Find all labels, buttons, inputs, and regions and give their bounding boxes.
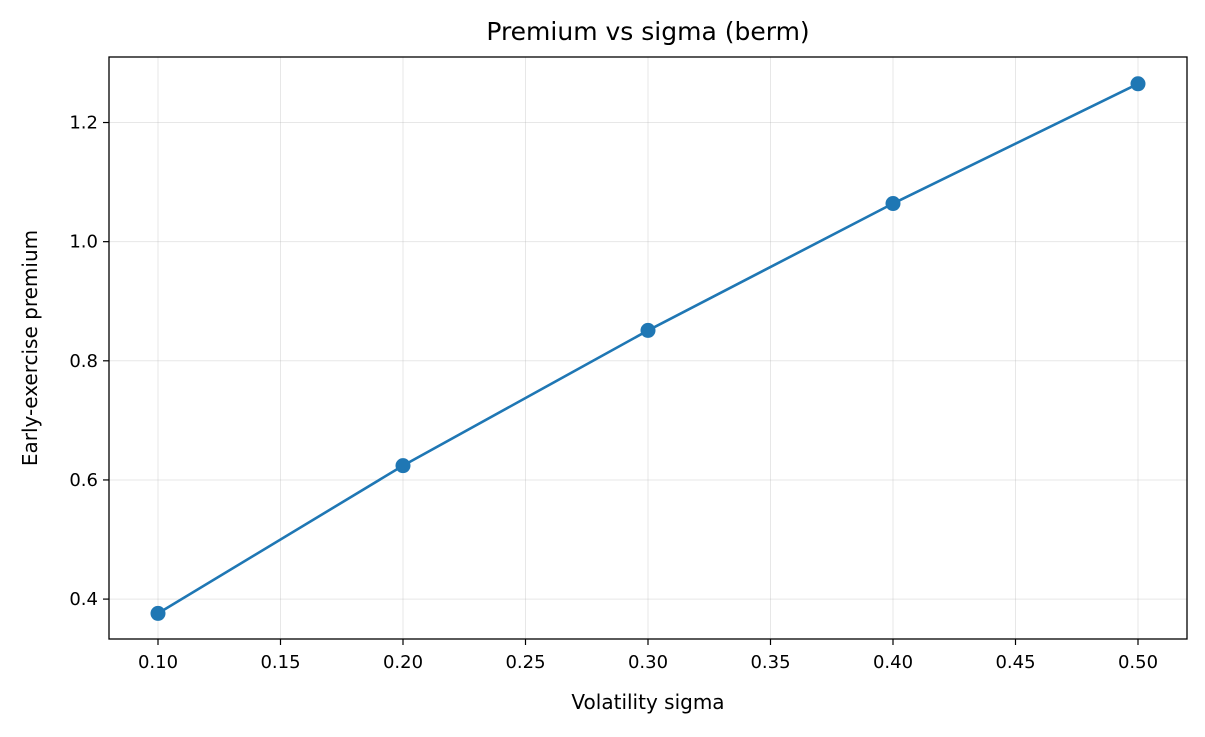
y-tick-label: 0.8 <box>69 351 98 372</box>
y-tick-label: 1.2 <box>69 113 98 134</box>
x-tick-label: 0.50 <box>1118 652 1158 673</box>
data-point <box>1130 76 1146 92</box>
y-tick-label: 1.0 <box>69 232 98 253</box>
y-axis-label: Early-exercise premium <box>18 230 42 466</box>
x-tick-label: 0.45 <box>995 652 1035 673</box>
data-point <box>150 605 166 621</box>
y-tick-label: 0.6 <box>69 470 98 491</box>
data-point <box>395 458 411 474</box>
x-tick-label: 0.25 <box>505 652 545 673</box>
x-tick-label: 0.10 <box>138 652 178 673</box>
x-tick-label: 0.20 <box>383 652 423 673</box>
x-tick-label: 0.40 <box>873 652 913 673</box>
chart-title: Premium vs sigma (berm) <box>486 17 809 46</box>
data-point <box>885 196 901 212</box>
y-tick-label: 0.4 <box>69 589 98 610</box>
series-layer <box>150 76 1146 621</box>
grid-lines <box>109 57 1187 639</box>
x-axis-label: Volatility sigma <box>571 690 724 714</box>
x-tick-label: 0.35 <box>750 652 790 673</box>
x-tick-label: 0.30 <box>628 652 668 673</box>
axis-ticks: 0.10 0.15 0.20 0.25 0.30 0.35 0.40 0.45 0.50 0.4 0… <box>69 113 1158 673</box>
data-point <box>640 322 656 338</box>
x-tick-label: 0.15 <box>260 652 300 673</box>
